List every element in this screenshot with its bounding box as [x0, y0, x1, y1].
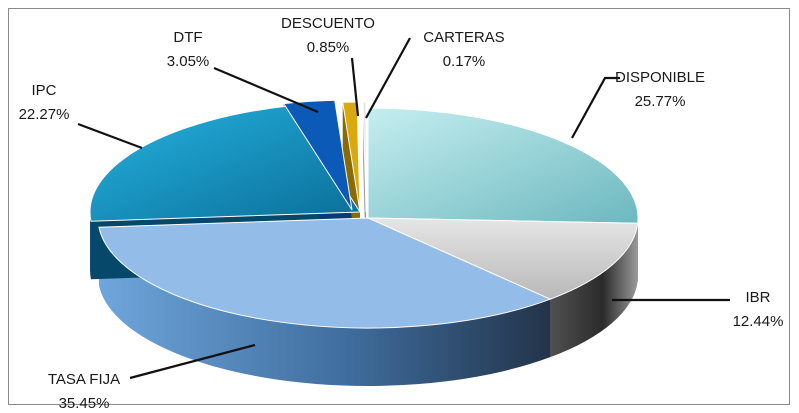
slice-name-label-ipc: IPC	[31, 82, 56, 99]
slice-value-label-descuento: 0.85%	[307, 39, 350, 56]
pie-slice-disponible	[367, 107, 639, 224]
leader-line-ipc	[77, 122, 143, 150]
pie-slice-ibr	[367, 217, 639, 300]
pie-slice-carteras	[362, 101, 367, 213]
leader-line-tasa-fija	[129, 343, 256, 380]
slice-name-label-descuento: DESCUENTO	[281, 15, 375, 32]
leader-line-descuento	[350, 57, 360, 117]
leader-line-dtf	[213, 66, 319, 114]
slice-value-label-dtf: 3.05%	[167, 53, 210, 70]
leader-line-carteras	[365, 37, 411, 119]
slice-value-label-ipc: 22.27%	[19, 106, 70, 123]
slice-value-label-carteras: 0.17%	[443, 53, 486, 70]
slice-name-label-tasa-fija: TASA FIJA	[48, 371, 120, 388]
slice-side-tasa-fija	[98, 227, 551, 386]
slice-name-label-disponible: DISPONIBLE	[615, 69, 705, 86]
slice-name-label-carteras: CARTERAS	[423, 29, 504, 46]
slice-name-label-ibr: IBR	[745, 289, 770, 306]
slice-side-ibr	[550, 223, 638, 358]
slice-name-label-dtf: DTF	[173, 29, 202, 46]
pie-slice-tasa-fija	[98, 217, 552, 329]
slice-value-label-ibr: 12.44%	[733, 313, 784, 330]
pie-slice-dtf	[282, 99, 353, 211]
slice-value-label-disponible: 25.77%	[635, 93, 686, 110]
slice-value-label-tasa-fija: 35.45%	[59, 395, 110, 412]
slice-side-ipc	[90, 212, 91, 280]
leader-line-disponible	[571, 76, 620, 139]
pie-slice-ipc	[89, 105, 361, 222]
